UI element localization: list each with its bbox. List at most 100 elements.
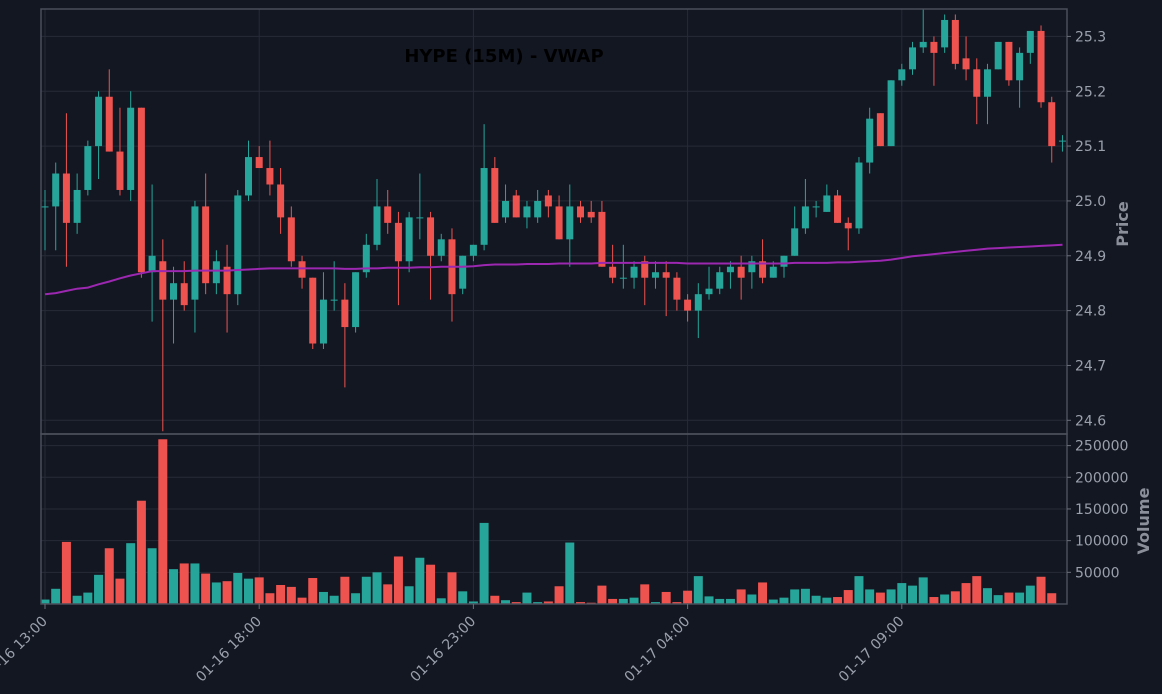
candle-body xyxy=(1026,30,1034,53)
volume-bar xyxy=(104,548,114,604)
candle-body xyxy=(630,266,638,278)
volume-bar xyxy=(447,572,457,604)
price-tick-label: 25.1 xyxy=(1075,139,1106,155)
volume-bar xyxy=(1047,593,1057,604)
candle-body xyxy=(973,69,981,97)
candle-body xyxy=(202,206,210,284)
volume-bar xyxy=(404,586,414,604)
volume-bar xyxy=(479,522,489,604)
volume-bar xyxy=(854,576,864,604)
volume-bar xyxy=(522,592,532,604)
candle-body xyxy=(191,206,199,300)
volume-bar xyxy=(254,577,264,604)
volume-bar xyxy=(458,591,468,604)
candle-body xyxy=(983,69,991,97)
volume-bar xyxy=(233,572,243,604)
candle-body xyxy=(748,261,756,273)
candle-body xyxy=(694,294,702,311)
candle-body xyxy=(641,261,649,278)
candle-body xyxy=(73,189,81,223)
volume-bar xyxy=(297,597,307,604)
candle-body xyxy=(834,195,842,223)
candle-body xyxy=(362,244,370,273)
volume-bar xyxy=(318,591,328,604)
candle-body xyxy=(1016,52,1024,81)
candle-body xyxy=(405,217,413,262)
candle-body xyxy=(759,261,767,278)
volume-bar xyxy=(1015,592,1025,604)
volume-bar xyxy=(961,583,971,604)
volume-bar xyxy=(211,582,221,604)
candle-body xyxy=(941,19,949,48)
candle-body xyxy=(502,200,510,218)
price-axis-label: Price xyxy=(1113,201,1132,247)
volume-bar xyxy=(897,583,907,604)
candle-body xyxy=(319,299,327,344)
volume-bar xyxy=(661,591,671,604)
candle-body xyxy=(1005,41,1013,81)
candle-body xyxy=(609,266,617,278)
candle-body xyxy=(234,195,242,295)
candle-body xyxy=(801,206,809,229)
volume-bar xyxy=(811,595,821,604)
candle-body xyxy=(523,206,531,218)
volume-bar xyxy=(501,600,511,604)
candle-body xyxy=(566,206,574,240)
volume-bar xyxy=(1036,576,1046,604)
candle-body xyxy=(951,19,959,64)
volume-bar xyxy=(383,584,393,604)
candle-body xyxy=(266,168,274,185)
candle-body xyxy=(651,272,659,278)
candle-body xyxy=(619,277,627,279)
price-tick-label: 24.8 xyxy=(1075,304,1106,320)
volume-bar xyxy=(822,597,832,604)
volume-bar xyxy=(736,589,746,604)
price-axis-ticks: 24.6 24.7 24.8 24.9 25.0 25.1 25.2 25.3 xyxy=(1067,29,1106,429)
candle-body xyxy=(887,80,895,147)
price-tick-label: 24.9 xyxy=(1075,249,1106,265)
volume-bar xyxy=(468,601,478,604)
candle-body xyxy=(1058,140,1066,142)
candle-body xyxy=(930,41,938,53)
volume-bar xyxy=(565,542,575,604)
volume-bar xyxy=(779,597,789,604)
price-tick-label: 25.0 xyxy=(1075,194,1106,210)
volume-bar xyxy=(640,584,650,604)
candle-body xyxy=(812,206,820,208)
candle-body xyxy=(855,162,863,229)
volume-bar xyxy=(843,590,853,604)
volume-bar xyxy=(126,543,136,604)
volume-tick-label: 100000 xyxy=(1075,534,1128,550)
candle-body xyxy=(480,168,488,245)
candle-body xyxy=(52,173,60,207)
candle-body xyxy=(844,222,852,229)
candle-body xyxy=(1048,102,1056,147)
volume-bar xyxy=(40,599,50,604)
volume-axis-label: Volume xyxy=(1134,487,1153,554)
candle-body xyxy=(95,96,103,147)
chart-title: HYPE (15M) - VWAP xyxy=(404,46,603,67)
volume-grid xyxy=(41,434,1067,604)
candle-body xyxy=(341,299,349,328)
volume-bar xyxy=(875,592,885,604)
volume-bar xyxy=(265,593,275,604)
volume-bar xyxy=(490,595,500,604)
candle-body xyxy=(598,211,606,267)
volume-bar xyxy=(768,599,778,604)
candle-body xyxy=(394,222,402,262)
candle-body xyxy=(427,217,435,256)
candle-body xyxy=(212,261,220,284)
candle-body xyxy=(673,277,681,300)
candle-body xyxy=(898,69,906,81)
volume-tick-label: 50000 xyxy=(1075,565,1120,581)
candle-body xyxy=(170,283,178,300)
volume-bar xyxy=(833,597,843,604)
volume-bar xyxy=(554,586,564,604)
volume-bar xyxy=(276,584,286,604)
candle-body xyxy=(587,211,595,218)
candle-body xyxy=(544,195,552,207)
volume-bar xyxy=(415,557,425,604)
candle-body xyxy=(244,157,252,196)
volume-bar xyxy=(147,548,157,604)
